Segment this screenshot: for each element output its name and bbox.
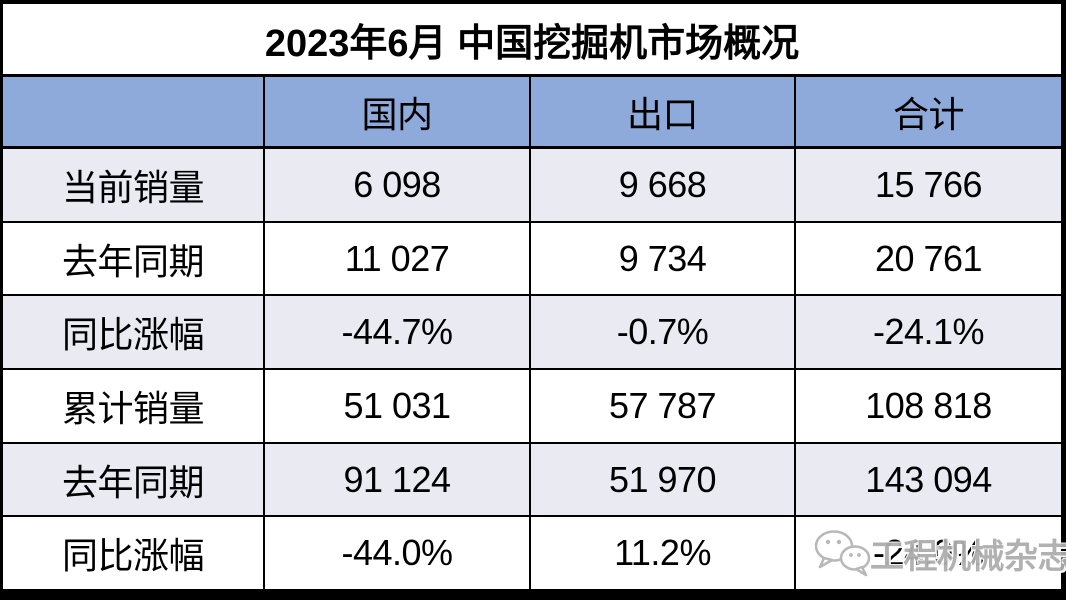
column-header-blank bbox=[3, 77, 263, 146]
row-label: 同比涨幅 bbox=[62, 535, 205, 577]
table-row-cumulative-sales: 累计销量 51 031 57 787 108 818 bbox=[3, 368, 1061, 442]
table-cell: -24.1% bbox=[794, 296, 1061, 369]
table-cell: 11 027 bbox=[263, 222, 529, 295]
row-label: 同比涨幅 bbox=[62, 314, 205, 356]
table-title: 2023年6月 中国挖掘机市场概况 bbox=[264, 22, 800, 65]
table-cell: 91 124 bbox=[263, 443, 529, 516]
column-header-domestic: 国内 bbox=[263, 77, 529, 146]
table-cell: 143 094 bbox=[794, 443, 1061, 516]
table-cell: -24.0% 工程机械杂志 bbox=[794, 517, 1066, 590]
row-label: 当前销量 bbox=[62, 166, 205, 208]
table-cell: 51 031 bbox=[263, 370, 529, 442]
wechat-icon bbox=[814, 530, 871, 577]
table-cell: -0.7% bbox=[529, 296, 794, 369]
table-cell: 9 668 bbox=[529, 149, 794, 221]
table-cell: -44.7% bbox=[263, 296, 529, 369]
row-label: 累计销量 bbox=[62, 387, 205, 429]
table-cell: 57 787 bbox=[529, 370, 794, 442]
table-cell: 11.2% bbox=[529, 517, 794, 590]
row-label: 去年同期 bbox=[62, 240, 205, 282]
table-cell: 51 970 bbox=[529, 443, 794, 516]
table-cell: 108 818 bbox=[794, 370, 1061, 442]
table-header-row: 国内 出口 合计 bbox=[3, 74, 1061, 146]
table-row-last-year-cumulative: 去年同期 91 124 51 970 143 094 bbox=[3, 441, 1061, 516]
column-header-total: 合计 bbox=[794, 77, 1061, 146]
table-cell: 9 734 bbox=[529, 222, 794, 295]
table-cell: -44.0% bbox=[263, 517, 529, 590]
column-header-export: 出口 bbox=[529, 77, 794, 146]
row-label: 去年同期 bbox=[62, 461, 205, 503]
table-row-last-year-same-period: 去年同期 11 027 9 734 20 761 bbox=[3, 220, 1061, 295]
table-cell-value: -24.0% bbox=[872, 532, 985, 574]
table-title-row: 2023年6月 中国挖掘机市场概况 bbox=[3, 4, 1061, 74]
table-row-yoy-change: 同比涨幅 -44.7% -0.7% -24.1% bbox=[3, 294, 1061, 369]
table-row-current-sales: 当前销量 6 098 9 668 15 766 bbox=[3, 146, 1061, 221]
table-row-cumulative-yoy-change: 同比涨幅 -44.0% 11.2% -24.0% bbox=[3, 515, 1066, 590]
table-cell: 15 766 bbox=[794, 149, 1061, 221]
table-cell: 6 098 bbox=[263, 149, 529, 221]
table-cell: 20 761 bbox=[794, 222, 1061, 295]
